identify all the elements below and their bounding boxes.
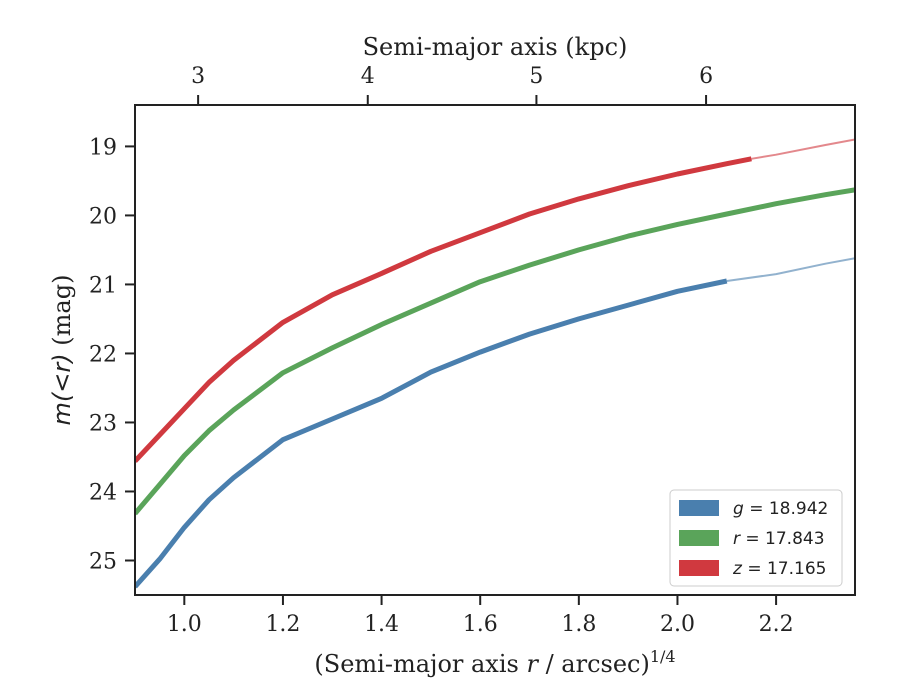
x-tick-label: 1.6 (463, 612, 498, 637)
x-axis-title-power: 1/4 (650, 647, 676, 666)
series-z-extrapolated-line (751, 138, 855, 160)
y-axis-title-unit: (mag) (48, 275, 76, 354)
legend-label-r: r = 17.843 (733, 529, 825, 549)
ticks-layer: 1.0 1.2 1.4 1.6 1.8 2.0 2.2 19 20 21 22 23 24 25 3 4 5 6 (89, 64, 794, 637)
x-tick-label: 1.4 (364, 612, 399, 637)
series-r-line (135, 187, 855, 516)
legend-label-g: g = 18.942 (733, 499, 828, 519)
y-tick-label: 23 (89, 411, 117, 436)
series-g-extrapolated-line (726, 257, 855, 282)
legend-swatch-g (679, 500, 719, 516)
legend-label-z: z = 17.165 (732, 559, 826, 579)
plot-frame (134, 104, 856, 596)
y-tick-label: 21 (89, 273, 117, 298)
series-g-line (135, 278, 728, 589)
top-x-tick-label: 6 (699, 64, 713, 89)
legend-swatch-r (679, 530, 719, 546)
top-x-tick-label: 3 (191, 64, 205, 89)
y-tick-label: 24 (89, 480, 117, 505)
y-tick-label: 20 (89, 204, 117, 229)
x-axis-title-variable: r (526, 650, 539, 678)
top-x-tick-label: 5 (529, 64, 543, 89)
x-tick-label: 1.2 (265, 612, 300, 637)
x-axis-title-suffix: / arcsec) (538, 650, 650, 678)
x-tick-label: 2.0 (660, 612, 695, 637)
y-tick-label: 22 (89, 342, 117, 367)
y-axis-title-math: m(<r) (48, 353, 76, 425)
top-x-tick-label: 4 (361, 64, 375, 89)
x-axis-title-prefix: (Semi-major axis (314, 650, 526, 678)
y-tick-label: 19 (89, 135, 117, 160)
x-tick-label: 1.8 (561, 612, 596, 637)
legend-swatch-z (679, 560, 719, 576)
y-axis-title: m(<r) (mag) (48, 275, 76, 426)
series-z-line (135, 156, 752, 463)
x-tick-label: 1.0 (167, 612, 202, 637)
legend: g = 18.942 r = 17.843 z = 17.165 (669, 489, 843, 587)
top-axis-title: Semi-major axis (kpc) (363, 33, 628, 61)
x-tick-label: 2.2 (759, 612, 794, 637)
y-tick-label: 25 (89, 549, 117, 574)
x-axis-title: (Semi-major axis r / arcsec)1/4 (314, 647, 675, 678)
series-layer (135, 138, 855, 589)
